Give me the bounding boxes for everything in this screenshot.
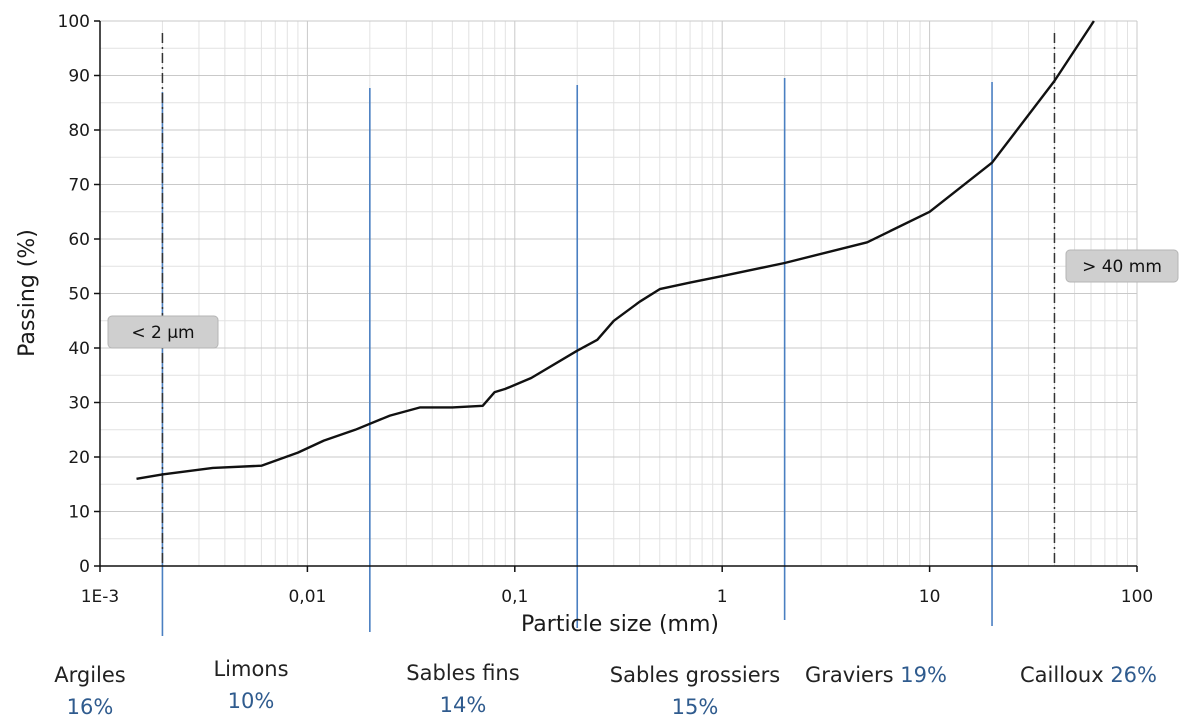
class-label-sables-grossiers: Sables grossiers 15% [600,660,790,723]
class-percent: 15% [671,694,719,719]
y-tick-label: 20 [68,448,90,468]
y-axis-title: Passing (%) [15,229,40,357]
class-percent: 14% [439,692,487,717]
y-tick-label: 30 [68,394,90,414]
y-tick-label: 80 [68,121,90,141]
y-tick-label: 40 [68,339,90,359]
class-name: Graviers [805,663,894,687]
class-name: Cailloux [1020,663,1104,687]
callout-label: < 2 µm [131,323,194,343]
series [136,20,1095,480]
y-tick-label: 10 [68,503,90,523]
class-percent: 26% [1110,663,1157,687]
axes [94,20,1138,572]
y-tick-label: 100 [58,12,90,32]
class-name: Limons [213,657,289,681]
reference-lines [161,33,1056,566]
class-label-cailloux: Cailloux 26% [1020,660,1195,692]
class-name: Argiles [54,663,126,687]
x-tick-label: 1E-3 [81,587,120,607]
x-tick-label: 0,01 [288,587,326,607]
y-tick-label: 60 [68,230,90,250]
x-tick-label: 10 [919,587,941,607]
class-boundaries [161,78,993,636]
class-label-limons: Limons 10% [191,654,311,717]
callout-box [107,315,219,349]
y-tick-label: 70 [68,176,90,196]
class-label-sables-fins: Sables fins 14% [383,658,543,721]
y-tick-label: 0 [79,557,90,577]
class-label-graviers: Graviers 19% [805,660,995,692]
y-tick-label: 50 [68,285,90,305]
callouts: < 2 µm > 40 mm [107,249,1179,349]
y-tick-label: 90 [68,67,90,87]
callout-label: > 40 mm [1082,257,1162,277]
tick-labels: 0 10 20 30 40 50 60 70 80 90 100 1E-3 0,01 0,1 1 10 100 [58,12,1154,607]
class-name: Sables fins [406,661,520,685]
class-percent: 19% [900,663,947,687]
x-tick-label: 100 [1121,587,1153,607]
class-percent: 16% [66,694,114,719]
x-tick-label: 1 [717,587,728,607]
class-name: Sables grossiers [609,663,781,687]
class-percent: 10% [227,688,275,713]
series-line [136,20,1095,480]
callout-box [1065,249,1179,283]
x-tick-label: 0,1 [501,587,528,607]
class-label-argiles: Argiles 16% [30,660,150,723]
x-axis-title: Particle size (mm) [521,612,719,637]
